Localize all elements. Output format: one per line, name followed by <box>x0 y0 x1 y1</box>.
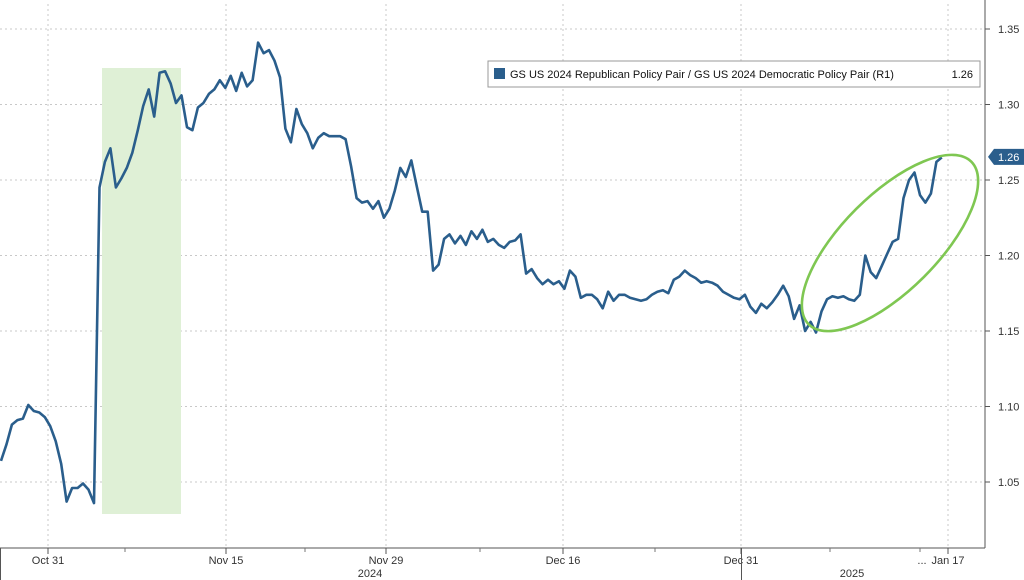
last-value-badge: 1.26 <box>988 148 1024 165</box>
y-tick-label: 1.05 <box>998 477 1019 489</box>
y-tick-label: 1.25 <box>998 175 1019 187</box>
series-line <box>0 41 943 505</box>
last-value-badge-shape <box>988 148 1024 165</box>
election-highlight-region <box>102 68 181 514</box>
legend: GS US 2024 Republican Policy Pair / GS U… <box>487 60 981 88</box>
recent-rise-ellipse <box>800 153 980 333</box>
x-tick-ellipsis: ... <box>917 555 926 567</box>
y-tick-label: 1.15 <box>998 326 1019 338</box>
last-value-label: 1.26 <box>998 152 1019 164</box>
x-tick-label: Jan 17 <box>931 555 964 567</box>
year-label: 2025 <box>840 568 864 580</box>
x-tick-label: Nov 15 <box>209 555 244 567</box>
legend-box <box>487 60 981 88</box>
y-tick-label: 1.20 <box>998 251 1019 263</box>
x-tick-label: Oct 31 <box>32 555 64 567</box>
legend-series-value: 1.26 <box>952 69 973 81</box>
year-label: 2024 <box>358 568 382 580</box>
x-tick-label: Nov 29 <box>369 555 404 567</box>
x-tick-label: Dec 16 <box>546 555 581 567</box>
y-tick-label: 1.35 <box>998 24 1019 36</box>
legend-swatch <box>494 68 505 79</box>
y-tick-label: 1.10 <box>998 402 1019 414</box>
y-tick-label: 1.30 <box>998 100 1019 112</box>
legend-series-name: GS US 2024 Republican Policy Pair / GS U… <box>510 69 894 81</box>
